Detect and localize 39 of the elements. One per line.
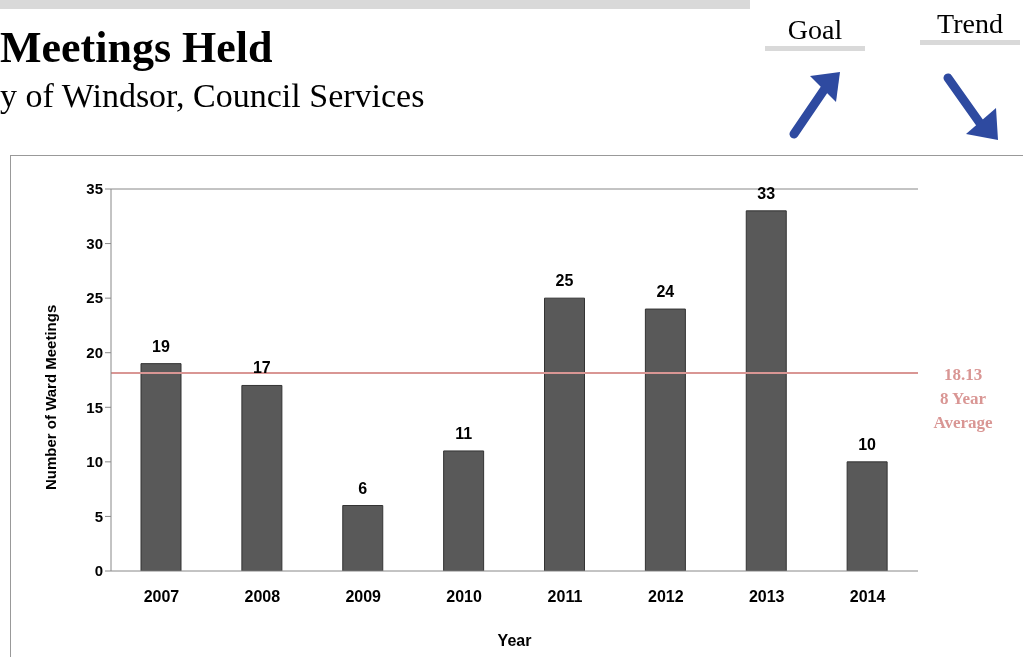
chart-title: Meetings Held [0,22,273,74]
y-axis-title: Number of Ward Meetings [42,304,60,490]
x-tick-label: 2008 [244,588,281,606]
y-tick-label: 0 [94,562,103,580]
data-label: 17 [252,359,271,377]
ref-line-label: 18.13 8 Year Average [933,365,994,433]
x-tick-label: 2013 [748,588,785,606]
data-label: 11 [455,424,473,442]
data-label: 33 [757,184,776,202]
y-tick-label: 15 [86,398,103,416]
text: Trend [920,8,1020,45]
x-tick-label: 2007 [143,588,180,606]
bar [745,210,787,571]
x-axis-title: Year [497,632,532,649]
x-tick-label: 2011 [547,588,583,606]
x-tick-label: 2010 [446,588,482,606]
x-tick-label: 2009 [345,588,382,606]
x-tick-label: 2014 [849,588,886,606]
bar [140,363,182,571]
bar [342,505,384,571]
y-tick-label: 10 [86,453,103,471]
bar [544,297,585,571]
bar [241,384,283,571]
data-label: 25 [555,272,574,290]
data-label: 24 [656,283,675,301]
y-tick-label: 35 [86,180,103,198]
y-tick-label: 30 [86,234,103,252]
chart-subtitle: y of Windsor, Council Services [0,76,425,116]
bar [644,308,686,571]
y-tick-label: 5 [94,507,103,525]
text: Goal [765,14,865,51]
data-label: 6 [358,479,368,497]
data-label: 19 [152,337,170,355]
data-label: 10 [858,435,877,453]
y-tick-label: 25 [86,289,103,307]
x-tick-label: 2012 [648,588,684,606]
bar [443,450,485,571]
bar [846,461,888,571]
y-tick-label: 20 [86,344,103,362]
